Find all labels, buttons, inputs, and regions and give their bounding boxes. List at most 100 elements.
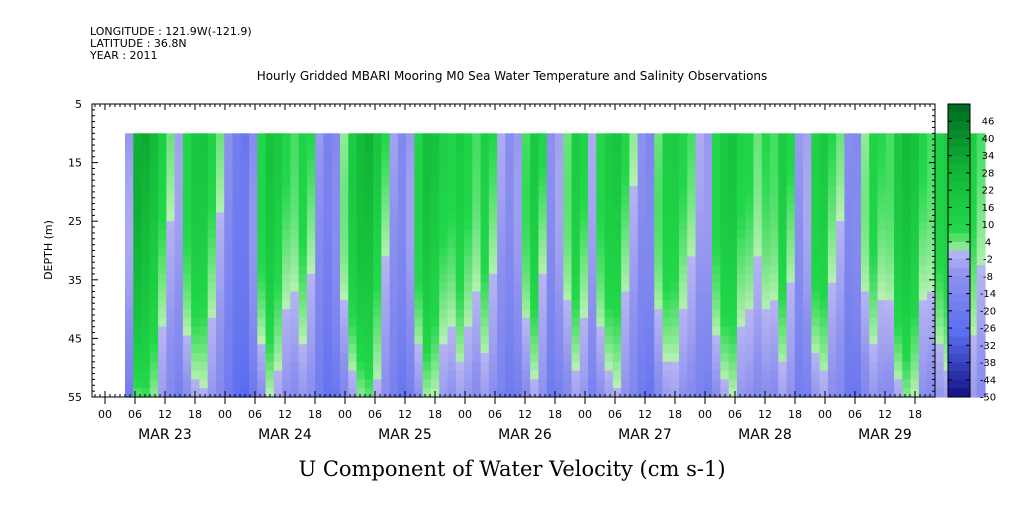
heatmap-cell	[695, 309, 705, 319]
heatmap-cell	[348, 238, 358, 249]
heatmap-cell	[364, 317, 374, 328]
heatmap-cell	[331, 212, 341, 222]
heatmap-cell	[340, 388, 349, 398]
heatmap-cell	[265, 238, 275, 249]
heatmap-cell	[414, 300, 424, 310]
heatmap-cell	[844, 203, 854, 214]
x-tick-label: 00	[578, 408, 592, 421]
heatmap-cell	[786, 361, 796, 372]
heatmap-cell	[918, 317, 928, 328]
heatmap-cell	[480, 265, 490, 275]
heatmap-cell	[323, 186, 333, 196]
heatmap-cell	[770, 150, 779, 161]
heatmap-cell	[166, 361, 176, 372]
heatmap-cell	[364, 300, 374, 310]
heatmap-cell	[538, 247, 548, 257]
heatmap-cell	[455, 159, 465, 170]
heatmap-cell	[497, 212, 506, 222]
heatmap-cell	[472, 142, 482, 152]
heatmap-cell	[282, 229, 291, 240]
heatmap-cell	[389, 388, 399, 398]
heatmap-cell	[182, 326, 192, 337]
heatmap-cell	[191, 326, 201, 337]
heatmap-cell	[927, 256, 936, 266]
heatmap-cell	[596, 317, 606, 328]
heatmap-cell	[414, 247, 424, 257]
heatmap-cell	[224, 379, 234, 389]
heatmap-cell	[306, 159, 316, 170]
heatmap-cell	[687, 238, 697, 249]
heatmap-cell	[149, 238, 159, 249]
heatmap-cell	[869, 256, 879, 266]
heatmap-cell	[976, 133, 986, 143]
colorbar-label: -14	[980, 289, 996, 300]
heatmap-cell	[149, 159, 159, 170]
heatmap-cell	[918, 300, 928, 310]
heatmap-cell	[852, 229, 862, 240]
heatmap-cell	[455, 388, 465, 398]
heatmap-cell	[778, 238, 788, 249]
heatmap-cell	[679, 370, 688, 381]
heatmap-cell	[712, 282, 721, 293]
heatmap-cell	[232, 159, 242, 170]
heatmap-cell	[439, 256, 449, 266]
heatmap-cell	[976, 265, 986, 275]
heatmap-cell	[654, 150, 664, 161]
heatmap-cell	[935, 379, 945, 389]
heatmap-cell	[513, 370, 523, 381]
heatmap-cell	[811, 212, 821, 222]
y-tick-label: 5	[75, 98, 82, 111]
heatmap-cell	[373, 247, 382, 257]
heatmap-cell	[563, 309, 573, 319]
heatmap-cell	[455, 247, 465, 257]
heatmap-cell	[290, 159, 300, 170]
heatmap-cell	[670, 265, 680, 275]
heatmap-cell	[736, 282, 746, 293]
heatmap-cell	[538, 221, 548, 231]
heatmap-cell	[869, 203, 879, 214]
heatmap-cell	[604, 177, 614, 187]
heatmap-cell	[811, 229, 821, 240]
heatmap-cell	[422, 300, 432, 310]
heatmap-cell	[306, 388, 316, 398]
heatmap-cell	[422, 150, 432, 161]
heatmap-cell	[455, 194, 465, 205]
heatmap-cell	[778, 168, 788, 178]
colorbar-label: 34	[982, 151, 995, 162]
heatmap-cell	[563, 221, 573, 231]
heatmap-cell	[472, 238, 482, 249]
heatmap-cell	[604, 238, 614, 249]
x-tick-label: 06	[728, 408, 742, 421]
heatmap-cell	[860, 133, 870, 143]
heatmap-cell	[224, 247, 234, 257]
heatmap-cell	[340, 177, 349, 187]
heatmap-cell	[174, 326, 184, 337]
heatmap-cell	[654, 361, 664, 372]
heatmap-cell	[745, 133, 755, 143]
heatmap-cell	[571, 168, 581, 178]
heatmap-cell	[910, 361, 920, 372]
heatmap-cell	[323, 247, 333, 257]
heatmap-cell	[298, 238, 308, 249]
heatmap-cell	[877, 150, 887, 161]
heatmap-cell	[182, 238, 192, 249]
heatmap-cell	[927, 247, 936, 257]
heatmap-cell	[149, 247, 159, 257]
heatmap-cell	[464, 229, 473, 240]
heatmap-cell	[298, 370, 308, 381]
heatmap-cell	[455, 317, 465, 328]
heatmap-cell	[968, 273, 978, 284]
heatmap-cell	[786, 159, 796, 170]
heatmap-cell	[306, 168, 316, 178]
heatmap-cell	[803, 229, 812, 240]
heatmap-cell	[645, 203, 655, 214]
heatmap-cell	[340, 221, 349, 231]
heatmap-cell	[679, 142, 688, 152]
heatmap-cell	[455, 238, 465, 249]
heatmap-cell	[976, 282, 986, 293]
heatmap-cell	[439, 177, 449, 187]
heatmap-cell	[290, 256, 300, 266]
heatmap-cell	[894, 273, 903, 284]
heatmap-cell	[464, 282, 473, 293]
heatmap-cell	[827, 238, 837, 249]
